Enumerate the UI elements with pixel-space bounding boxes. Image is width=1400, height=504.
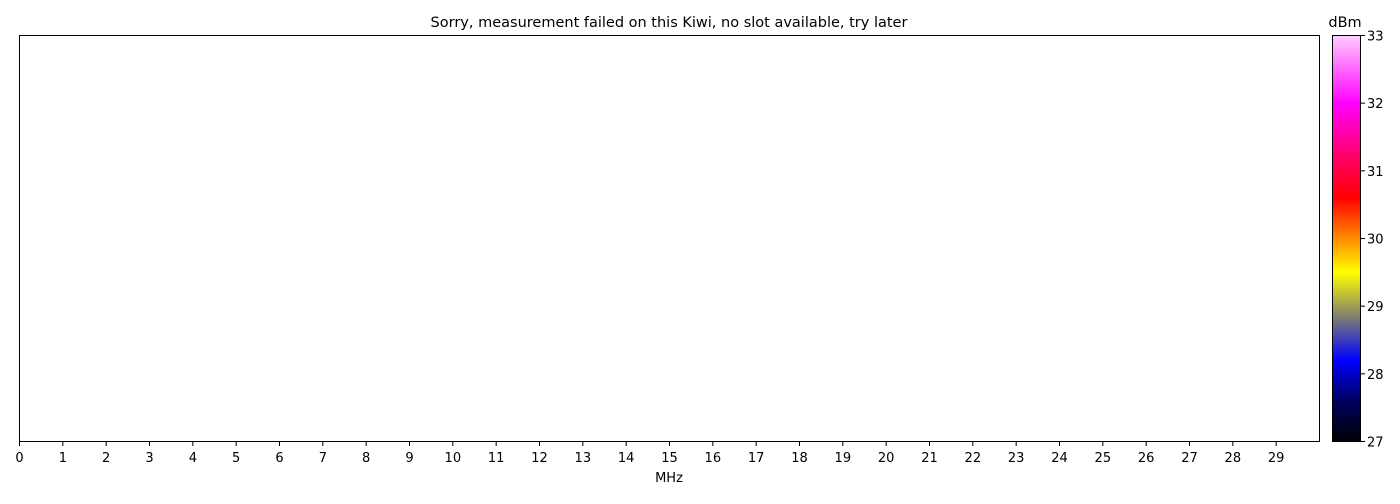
- x-tick-label: 8: [362, 451, 370, 466]
- x-tick-label: 16: [705, 451, 722, 466]
- x-tick-label: 0: [15, 451, 23, 466]
- x-axis-ticks: 0 1 2 3 4 5 6 7 8 9 10 11 12 13 14 15 16 17 18 19 20 21 22 23 24…: [15, 441, 1285, 466]
- x-tick-label: 5: [232, 451, 240, 466]
- x-tick-label: 10: [445, 451, 462, 466]
- x-tick-label: 6: [275, 451, 283, 466]
- colorbar-tick-label: 31: [1367, 165, 1384, 180]
- x-tick-label: 14: [618, 451, 635, 466]
- x-tick-label: 17: [748, 451, 765, 466]
- colorbar-tick-label: 29: [1367, 300, 1384, 315]
- colorbar-tick-label: 27: [1367, 436, 1384, 451]
- x-tick-label: 13: [575, 451, 592, 466]
- plot-area: [19, 35, 1320, 442]
- x-tick-label: 29: [1268, 451, 1285, 466]
- colorbar-label: dBm: [1328, 15, 1361, 31]
- x-tick-label: 11: [488, 451, 505, 466]
- x-tick-label: 1: [59, 451, 67, 466]
- x-tick-label: 15: [661, 451, 678, 466]
- colorbar-tick-label: 32: [1367, 97, 1384, 112]
- x-tick-label: 2: [102, 451, 110, 466]
- colorbar-tick-label: 28: [1367, 368, 1384, 383]
- x-tick-label: 22: [965, 451, 982, 466]
- x-tick-label: 28: [1225, 451, 1242, 466]
- colorbar-ticks: 27 28 29 30 31 32 33: [1360, 30, 1384, 451]
- colorbar: [1332, 35, 1361, 442]
- colorbar-tick-label: 33: [1367, 30, 1384, 45]
- x-tick-label: 9: [405, 451, 413, 466]
- x-axis-label: MHz: [655, 471, 683, 486]
- x-tick-label: 7: [319, 451, 327, 466]
- x-tick-label: 23: [1008, 451, 1025, 466]
- chart-title: Sorry, measurement failed on this Kiwi, …: [431, 15, 908, 31]
- x-tick-label: 21: [921, 451, 938, 466]
- x-tick-label: 19: [835, 451, 852, 466]
- x-tick-label: 4: [189, 451, 197, 466]
- x-tick-label: 12: [531, 451, 548, 466]
- x-tick-label: 26: [1138, 451, 1155, 466]
- x-tick-label: 24: [1051, 451, 1068, 466]
- colorbar-tick-label: 30: [1367, 233, 1384, 248]
- x-tick-label: 25: [1095, 451, 1112, 466]
- x-tick-label: 20: [878, 451, 895, 466]
- x-tick-label: 27: [1181, 451, 1198, 466]
- x-tick-label: 18: [791, 451, 808, 466]
- x-tick-label: 3: [145, 451, 153, 466]
